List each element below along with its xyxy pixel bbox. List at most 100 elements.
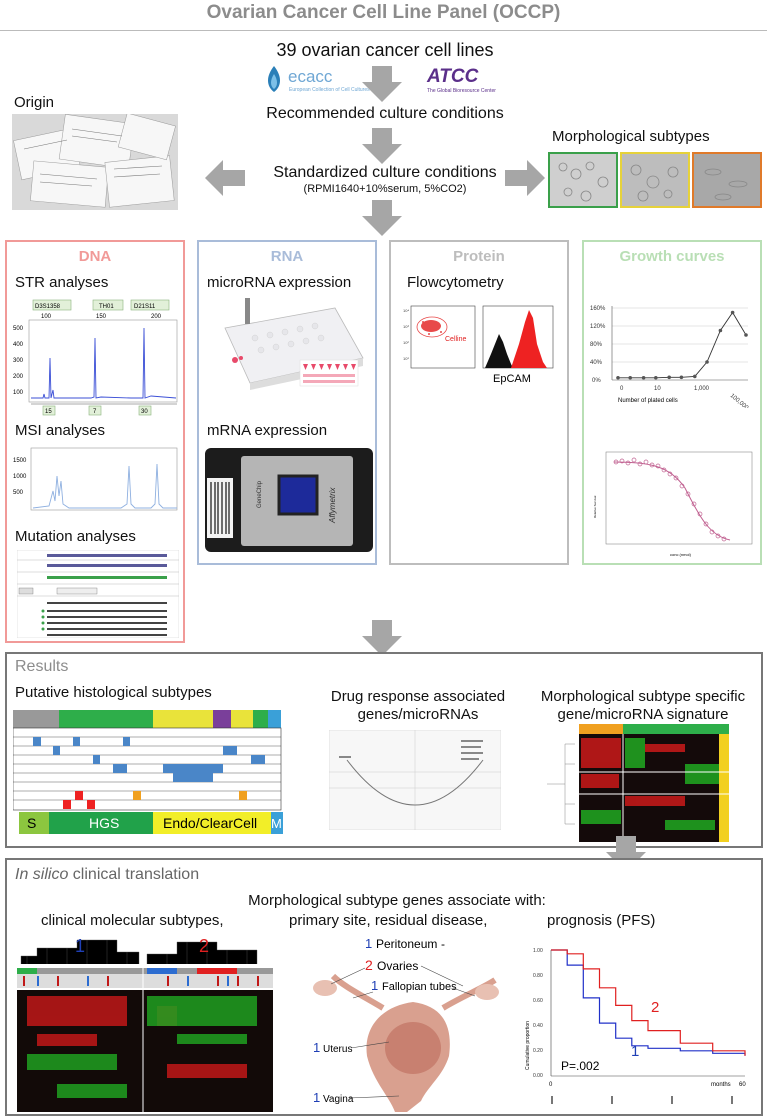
genechip-image: GeneChip Affymetrix [205,448,373,552]
km-curve-1-label: 1 [631,1043,639,1060]
km-xlabel: months [711,1082,731,1088]
growth-point [730,310,735,315]
growth-ytick-3: 80% [590,342,603,348]
growth-panel: Growth curves 160% 120% 80% 40% 0% 0 10 … [582,240,762,565]
rna-title: RNA [270,248,304,265]
km-ytick-2: 0.80 [533,973,543,979]
growth-point [693,374,697,379]
prognosis-label: prognosis (PFS) [547,912,656,929]
down-arrow-icon [362,128,402,164]
svg-text:10¹: 10¹ [403,356,409,361]
str-tick-2: 150 [96,314,107,320]
msi-ytick-2: 1000 [13,474,27,480]
morphology-images [548,152,762,208]
ovaries-num: 2 [365,957,373,973]
km-ytick-5: 0.20 [533,1048,543,1054]
putative-label: Putative histological subtypes [15,684,212,701]
km-xtick-2: 60 [739,1082,746,1088]
right-arrow-icon [505,160,545,196]
dna-title: DNA [78,248,112,265]
rna-panel: RNA microRNA expression mRNA expression … [197,240,377,565]
uterus-label: Uterus [323,1044,352,1055]
fallopian-label: Fallopian tubes [382,981,457,993]
growth-curve-line [618,311,747,379]
insilico-heading-italic: In silico [15,866,69,883]
growth-point [641,375,646,380]
cell-lines-text: 39 ovarian cancer cell lines [276,40,494,60]
atcc-logo: ATCC The Global Bioresource Center [425,62,535,96]
protein-panel: Protein Flowcytometry Celline 10⁴ 10³ 10² 1… [389,240,569,565]
down-arrow-icon [606,836,646,872]
km-curve-2-label: 2 [651,999,659,1016]
str-ytick-3: 300 [13,358,24,364]
mutation-label: Mutation analyses [15,528,136,545]
km-pvalue: P=.002 [561,1059,600,1073]
km-curve-1 [551,949,746,1056]
msi-ytick-1: 1500 [13,458,27,464]
growth-point [679,375,684,380]
atcc-sub: The Global Bioresource Center [427,88,496,94]
clinical-label: clinical molecular subtypes, [41,912,224,929]
mirna-label: microRNA expression [207,274,352,291]
insilico-heading-rest: clinical translation [68,866,200,883]
celline-label: Celline [445,336,467,343]
growth-point [628,375,633,380]
morph-label-1: Morphological subtype specific [540,688,746,705]
growth-point [654,375,658,380]
subtype-m: M [271,816,282,831]
peritoneum-label: Peritoneum [376,937,437,951]
morphological-label: Morphological subtypes [552,128,710,145]
page-title: Ovarian Cancer Cell Line Panel (OCCP) [206,2,561,23]
km-ytick-6: 0.00 [533,1073,543,1079]
down-arrow-icon [362,200,402,236]
flowcytometry-plots: Celline 10⁴ 10³ 10² 10¹ EpCAM [403,305,554,385]
str-ytick-5: 100 [13,390,24,396]
str-marker-1: D3S1358 [35,304,61,310]
km-xtick-1: 0 [549,1082,553,1088]
msi-label: MSI analyses [15,422,106,439]
affymetrix-label: Affymetrix [328,486,337,524]
growth-title: Growth curves [619,248,725,265]
subtype-s: S [27,815,36,831]
standardized-detail: (RPMI1640+10%serum, 5%CO2) [303,183,467,195]
str-ytick-2: 400 [13,342,24,348]
origin-label: Origin [14,94,55,111]
left-arrow-icon [205,160,245,196]
uterus-num: 1 [313,1040,320,1055]
down-arrow-icon [362,620,402,656]
km-curve-2 [551,949,746,1056]
growth-ytick-4: 40% [590,360,603,366]
str-marker-2: TH01 [99,304,114,310]
subtype-endo: Endo/ClearCell [163,815,257,831]
km-ytick-4: 0.40 [533,1023,543,1029]
fallopian-num: 1 [371,978,378,993]
anatomy-figure: 1 Peritoneum - 2 Ovaries 1 Fallopian tub… [313,936,499,1112]
dose-response-chart: Relative Survival conc (nmol) [593,451,753,557]
svg-text:10²: 10² [403,340,409,345]
morph-label-2: gene/microRNA signature [557,706,729,723]
epcam-label: EpCAM [493,373,531,385]
genechip-label: GeneChip [257,480,263,508]
peritoneum-dash: - [441,937,445,951]
msi-ytick-3: 500 [13,490,24,496]
growth-point [744,333,748,337]
svg-text:10³: 10³ [403,324,409,329]
clinical-heatmap: 1 2 [17,934,273,1112]
dna-panel: DNA STR analyses D3S1358 TH01 D21S11 100… [5,240,185,643]
str-electropherogram: D3S1358 TH01 D21S11 100 150 200 500 400 … [13,299,178,416]
drug-response-volcano [329,730,501,830]
drug-label-2: genes/microRNAs [357,706,479,723]
dose-ylabel: Relative Survival [593,495,597,518]
growth-point [705,360,709,364]
results-panel: Results Putative histological subtypes S… [5,652,763,848]
growth-xtick-4: 100,000 [729,393,750,408]
recommended-text: Recommended culture conditions [266,105,504,122]
str-label: STR analyses [15,274,109,291]
cluster-1-label: 1 [75,936,85,956]
growth-point [667,375,671,380]
str-allele-2: 7 [93,409,97,415]
down-arrow-icon [362,66,402,102]
cluster-2-label: 2 [199,936,209,956]
growth-point [718,328,723,333]
growth-ytick-1: 160% [590,306,606,312]
